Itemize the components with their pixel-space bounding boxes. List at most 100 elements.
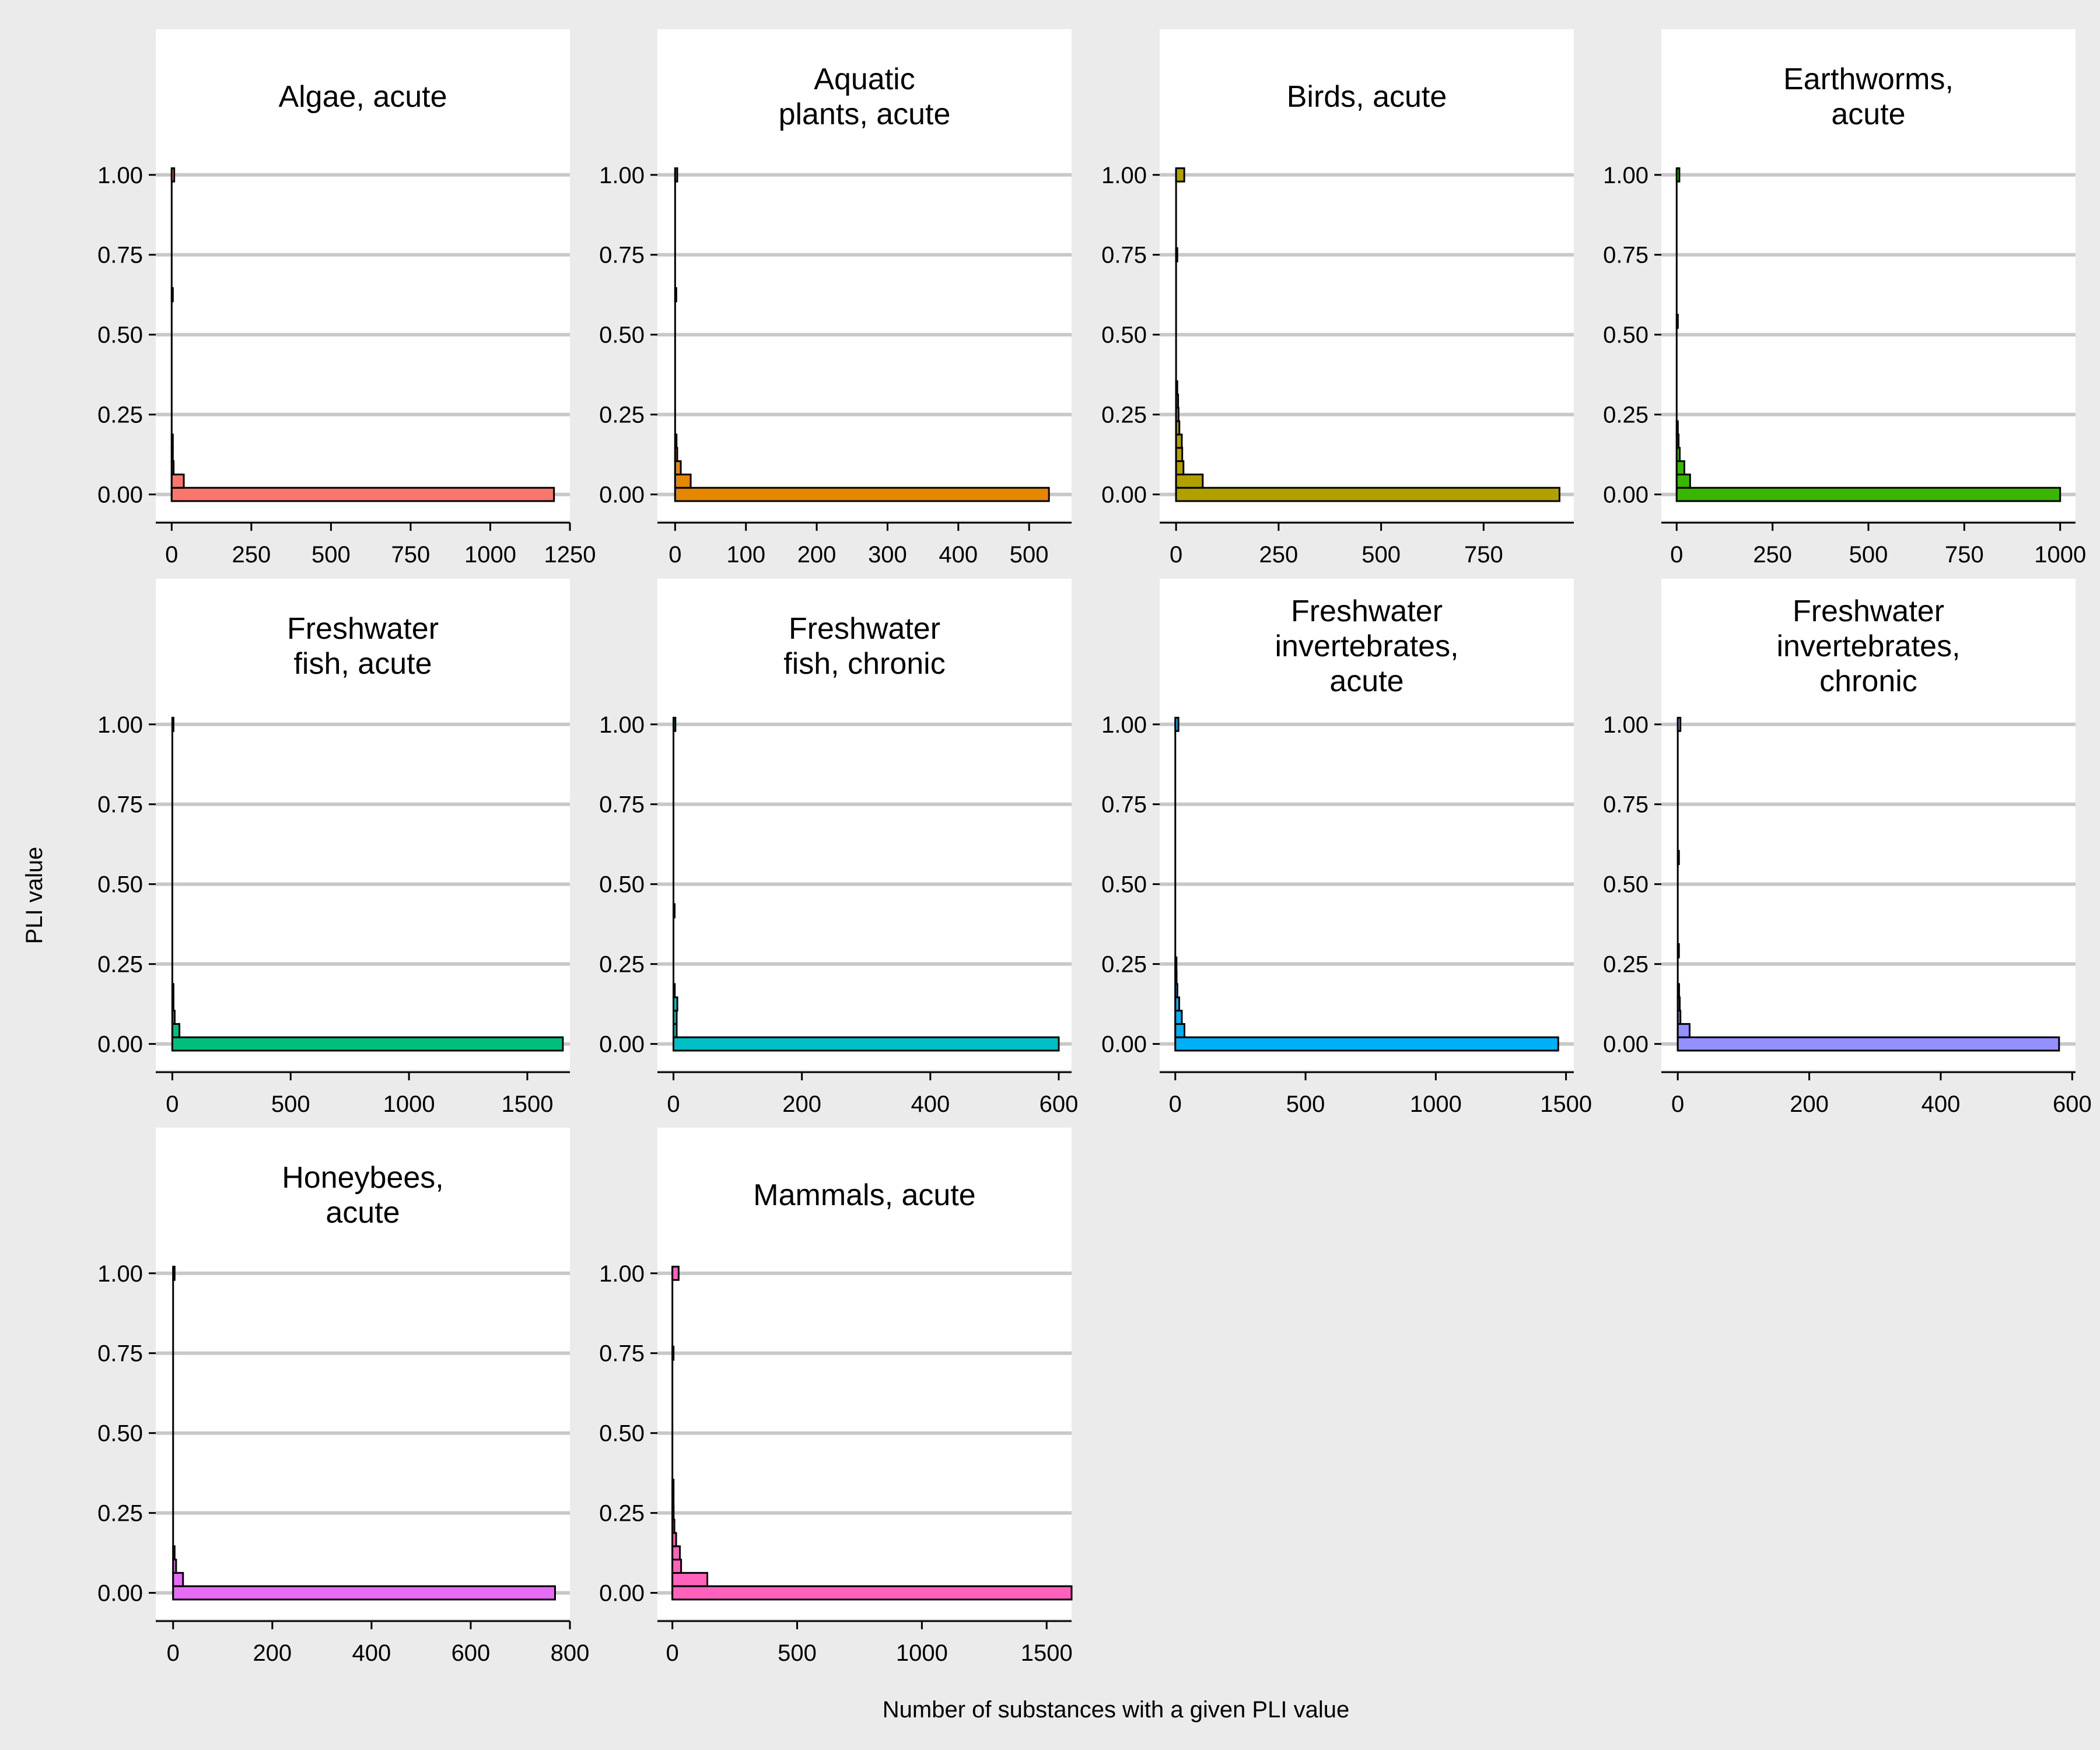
x-tick-label: 750	[391, 542, 430, 568]
y-tick-label: 0.25	[97, 1501, 143, 1527]
x-tick-label: 250	[1259, 542, 1298, 568]
y-tick-label: 1.00	[97, 163, 143, 188]
histogram-bar	[1676, 850, 1680, 865]
x-tick-label: 1500	[1021, 1640, 1073, 1666]
panel-title: Freshwater fish, chronic	[783, 612, 945, 681]
x-tick-label: 400	[939, 542, 978, 568]
x-tick-label: 0	[1671, 1091, 1684, 1117]
histogram-bar	[1676, 996, 1681, 1012]
histogram-bar	[171, 1010, 176, 1025]
histogram-bar	[1174, 1036, 1559, 1052]
x-tick-label: 1000	[464, 542, 516, 568]
histogram-bar	[671, 1585, 1073, 1601]
histogram-bar	[671, 1505, 675, 1521]
y-tick-label: 0.25	[1603, 402, 1648, 428]
y-tick-label: 0.75	[97, 1341, 143, 1367]
y-tick-label: 0.75	[599, 243, 645, 268]
y-tick-label: 0.50	[599, 872, 645, 898]
y-tick-label: 0.75	[1603, 792, 1648, 818]
x-tick-label: 0	[1170, 542, 1182, 568]
histogram-bar	[1174, 996, 1180, 1012]
histogram-bar	[172, 1572, 184, 1587]
histogram-bar	[1676, 1010, 1682, 1025]
panel-background	[1661, 579, 2076, 1070]
y-tick-label: 0.00	[97, 1032, 143, 1058]
histogram-bar	[171, 716, 174, 732]
histogram-bar	[1676, 983, 1680, 999]
histogram-bar	[1174, 970, 1178, 985]
y-tick-label: 0.50	[97, 323, 143, 348]
histogram-bar	[671, 1572, 709, 1587]
y-tick-label: 1.00	[1101, 163, 1147, 188]
panel-title-line: Freshwater	[287, 612, 439, 646]
histogram-bar	[1675, 167, 1681, 183]
histogram-bar	[673, 1036, 1060, 1052]
histogram-bar	[673, 983, 676, 999]
histogram-bar	[671, 1518, 676, 1534]
panel-title: Algae, acute	[278, 80, 447, 114]
y-tick-label: 1.00	[1603, 163, 1648, 188]
histogram-bar	[674, 447, 678, 463]
x-tick-label: 500	[1362, 542, 1401, 568]
histogram-bar	[1676, 1023, 1690, 1038]
panel-background	[1160, 29, 1574, 520]
y-tick-label: 1.00	[1101, 712, 1147, 738]
histogram-bar	[1676, 716, 1682, 732]
panel-title: Freshwater fish, acute	[287, 612, 439, 681]
histogram-bar	[170, 460, 175, 475]
y-tick-label: 0.00	[97, 1581, 143, 1606]
x-axis-label: Number of substances with a given PLI va…	[883, 1697, 1349, 1723]
histogram-bar	[170, 447, 174, 463]
panel-background	[1160, 579, 1574, 1070]
x-tick-label: 400	[352, 1640, 391, 1666]
y-tick-label: 1.00	[599, 1261, 645, 1287]
histogram-bar	[671, 1479, 675, 1494]
x-tick-label: 400	[911, 1091, 950, 1117]
histogram-bar	[170, 287, 174, 303]
histogram-bar	[1675, 460, 1685, 475]
histogram-bar	[674, 167, 678, 183]
y-tick-label: 0.00	[1603, 482, 1648, 508]
panel-title-line: Freshwater	[789, 612, 940, 646]
facet-panel: Freshwater invertebrates, chronic 0.00 0.25 0…	[1603, 579, 2092, 1117]
histogram-bar	[1175, 460, 1185, 475]
histogram-bar	[1175, 420, 1181, 436]
y-tick-label: 0.25	[599, 952, 645, 978]
histogram-bar	[1175, 487, 1560, 502]
facet-panel: Birds, acute 0.00 0.25 0.50 0.75 1.00 0 250 500 7…	[1101, 29, 1574, 568]
histogram-bar	[171, 996, 174, 1012]
histogram-bar	[671, 1345, 675, 1361]
histogram-bar	[673, 716, 677, 732]
y-tick-label: 1.00	[1603, 712, 1648, 738]
histogram-bar	[1175, 380, 1178, 396]
panel-background	[1661, 29, 2076, 520]
y-tick-label: 0.50	[97, 1421, 143, 1447]
panel-background	[156, 579, 570, 1070]
panel-background	[657, 29, 1072, 520]
y-tick-label: 0.75	[1101, 792, 1147, 818]
histogram-bar	[1174, 1010, 1183, 1025]
histogram-bar	[170, 487, 555, 502]
x-tick-label: 400	[1922, 1091, 1961, 1117]
y-tick-label: 0.25	[97, 952, 143, 978]
y-tick-label: 0.75	[1101, 243, 1147, 268]
y-tick-label: 0.50	[97, 872, 143, 898]
x-tick-label: 500	[778, 1640, 817, 1666]
histogram-bar	[171, 983, 174, 999]
histogram-bar	[674, 433, 678, 449]
y-tick-label: 0.50	[1603, 872, 1648, 898]
histogram-bar	[1675, 433, 1680, 449]
facet-panel: Algae, acute 0.00 0.25 0.50 0.75 1.00 0 250 500 7…	[97, 29, 596, 568]
facet-panel: Earthworms, acute 0.00 0.25 0.50 0.75 1.00 0 250…	[1603, 29, 2086, 568]
panel-title-line: invertebrates,	[1275, 629, 1458, 663]
panel-title-line: acute	[1831, 97, 1905, 131]
y-tick-label: 0.00	[1101, 1032, 1147, 1058]
facet-panels: Algae, acute 0.00 0.25 0.50 0.75 1.00 0 250 500 7…	[97, 29, 2092, 1666]
histogram-bar	[673, 1023, 678, 1038]
histogram-bar	[172, 1545, 176, 1561]
x-tick-label: 200	[782, 1091, 821, 1117]
panel-title: Mammals, acute	[753, 1178, 975, 1212]
facet-panel: Aquatic plants, acute 0.00 0.25 0.50 0.75 1.00…	[599, 29, 1072, 568]
x-tick-label: 500	[1849, 542, 1888, 568]
